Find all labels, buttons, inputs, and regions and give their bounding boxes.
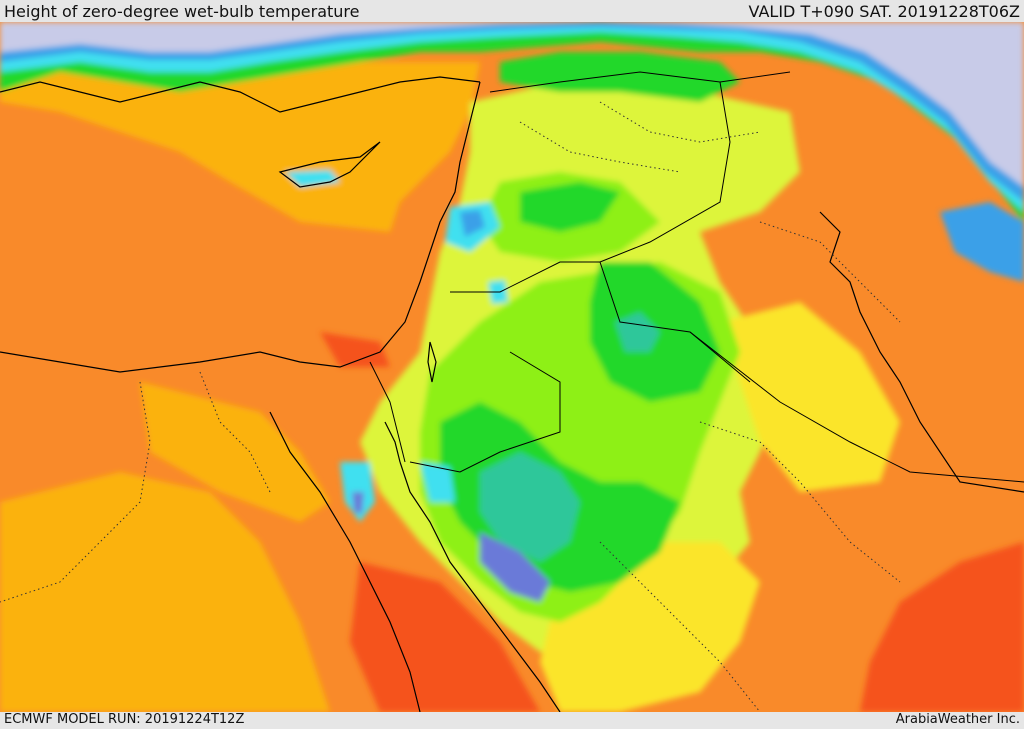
field-hejaz-blue — [480, 532, 550, 602]
field-se-red — [860, 542, 1024, 712]
weather-map — [0, 22, 1024, 712]
footer-bar: ECMWF MODEL RUN: 20191224T12Z ArabiaWeat… — [0, 712, 1024, 729]
border-turkey-syria — [489, 71, 791, 93]
border-jordan-saudi — [409, 351, 561, 473]
field-lebanon-blue — [460, 210, 485, 237]
border-syria-iraq — [599, 81, 731, 263]
admin-syria-1 — [519, 121, 681, 173]
field-sinai-amber — [140, 382, 330, 522]
field-redsea-red — [350, 562, 540, 712]
coastline-turkey — [0, 76, 481, 113]
admin-saudi-1 — [599, 541, 761, 712]
border-egypt-israel — [369, 361, 406, 463]
border-jordan-iraq — [599, 261, 751, 383]
field-contours — [0, 22, 1024, 712]
coastline-dead-sea — [427, 341, 437, 383]
map-title: Height of zero-degree wet-bulb temperatu… — [4, 2, 360, 21]
border-iraq-saudi — [689, 331, 1024, 483]
valid-time: VALID T+090 SAT. 20191228T06Z — [748, 2, 1020, 21]
field-egypt-red — [320, 332, 390, 367]
coastline-redsea-west — [269, 411, 421, 712]
coastline-mediterranean — [0, 81, 481, 373]
field-sinai-blue — [352, 492, 364, 514]
field-east-blue — [940, 202, 1024, 282]
coastline-cyprus — [278, 141, 381, 188]
field-north-lavender — [0, 22, 1024, 187]
country-borders — [369, 71, 1024, 483]
admin-boundaries — [0, 101, 901, 712]
model-run: ECMWF MODEL RUN: 20191224T12Z — [4, 712, 245, 727]
field-syria-green — [520, 182, 620, 232]
field-egypt-amber — [0, 472, 330, 712]
credit-label: ArabiaWeather Inc. — [895, 712, 1020, 727]
coastline-gulf-aqaba — [384, 421, 401, 463]
admin-turkey-1 — [599, 101, 761, 143]
coastline-gulf — [819, 211, 1024, 493]
field-iraq-teal — [615, 312, 660, 352]
map-canvas — [0, 22, 1024, 712]
admin-egypt-1 — [0, 381, 151, 603]
header-bar: Height of zero-degree wet-bulb temperatu… — [0, 0, 1024, 22]
field-med-amber — [0, 62, 480, 232]
coastlines — [0, 76, 1024, 712]
admin-iraq-1 — [759, 221, 901, 323]
field-north-green-edge — [0, 22, 1024, 222]
field-hejaz-cyan — [420, 462, 455, 502]
border-syria-jordan — [450, 261, 600, 293]
coastline-redsea-east — [399, 461, 561, 712]
field-turkey-green — [500, 52, 740, 102]
field-saudi-teal — [480, 452, 580, 562]
